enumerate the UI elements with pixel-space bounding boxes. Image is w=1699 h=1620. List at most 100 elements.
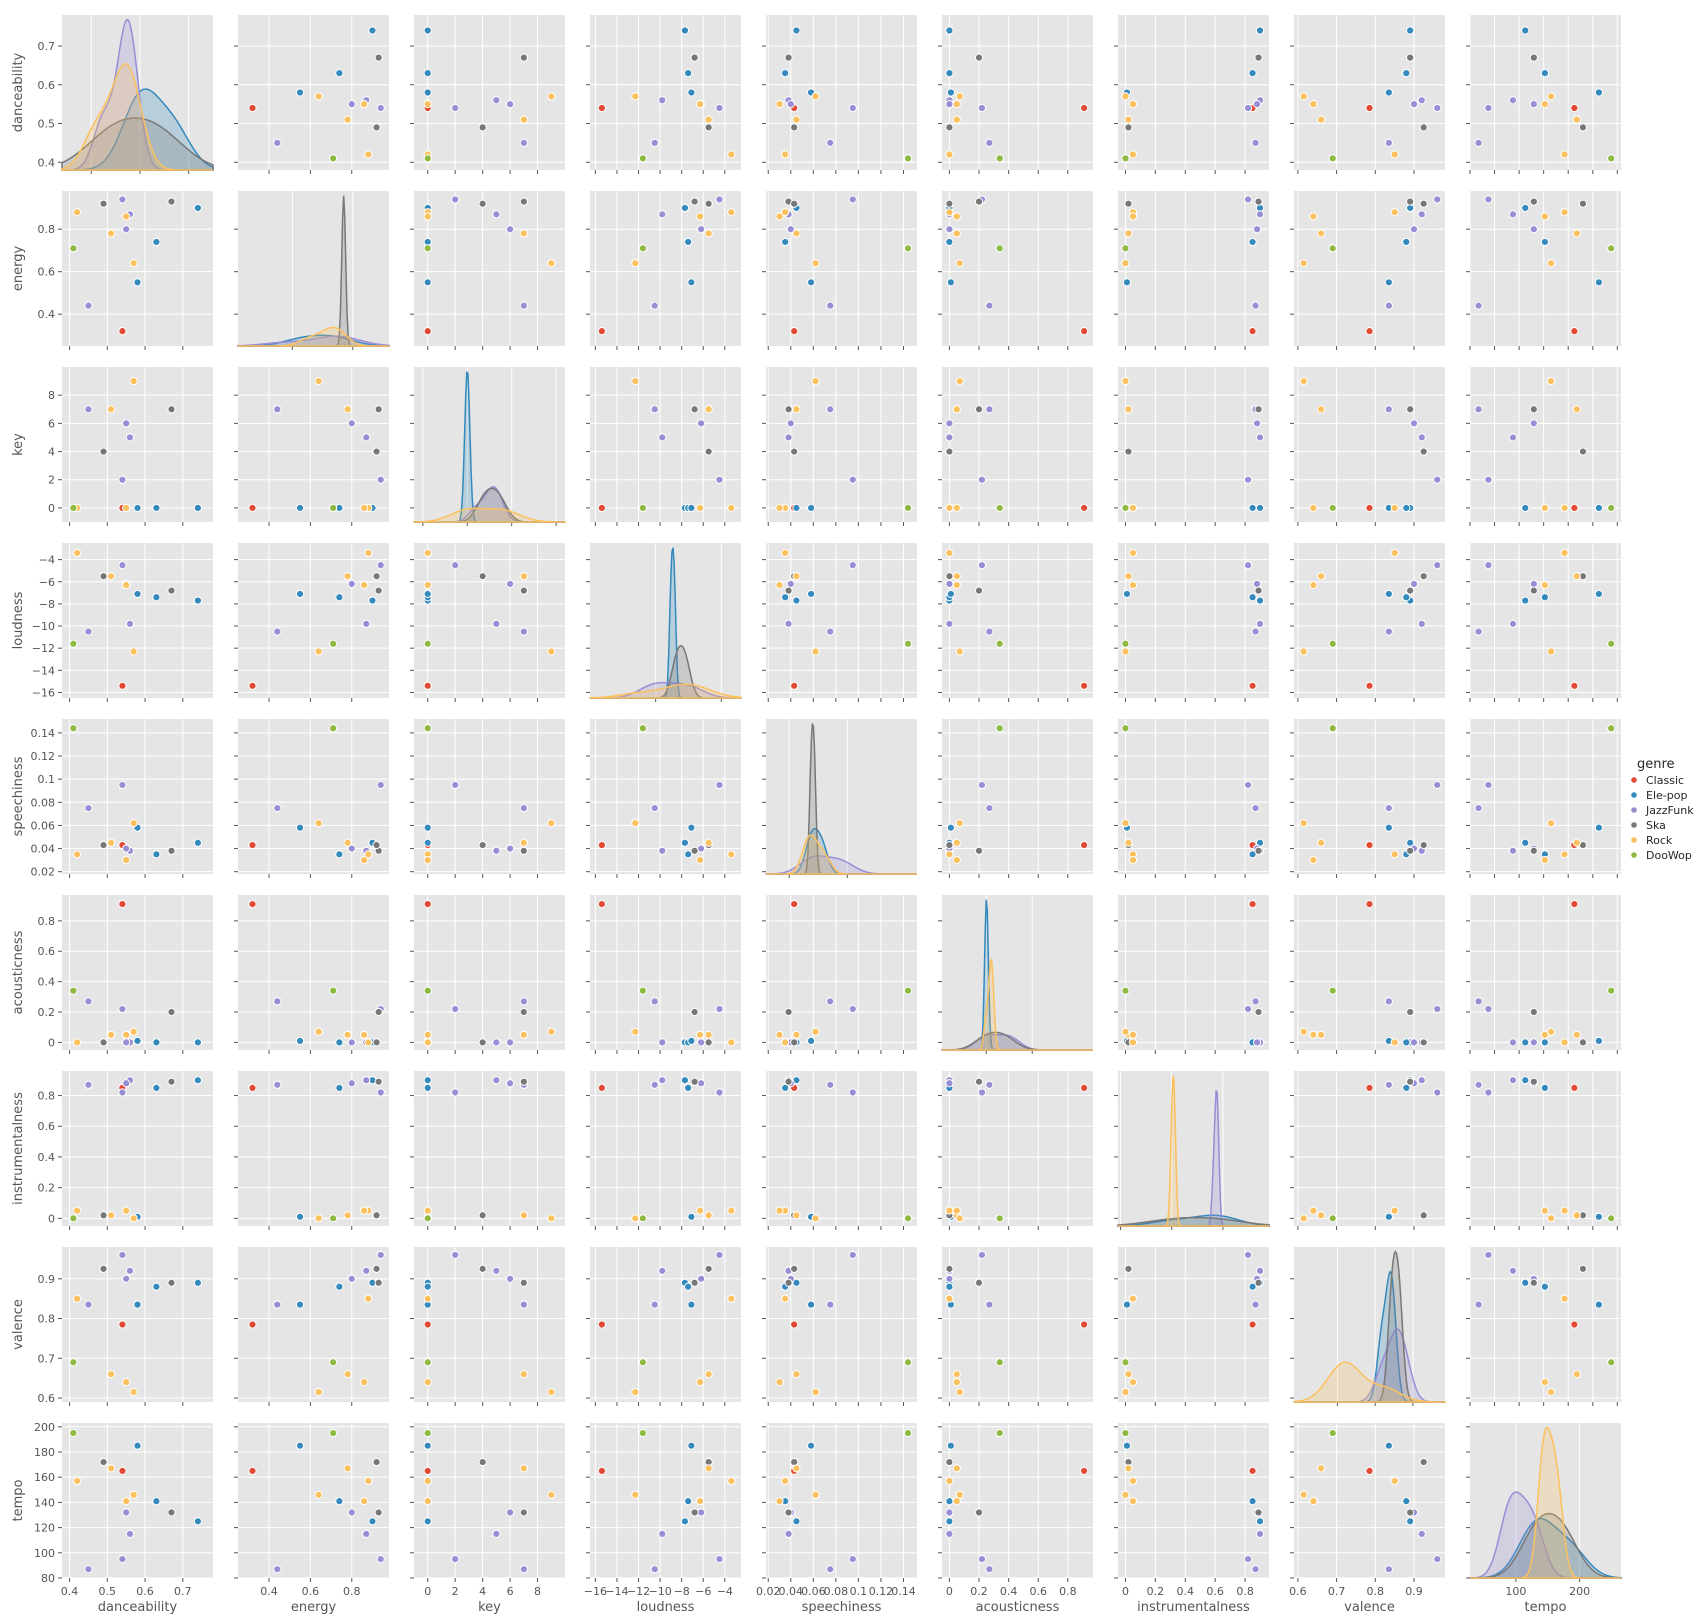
point-rock: [122, 856, 131, 865]
point-rock: [775, 1378, 784, 1387]
point-ele-pop: [1402, 1038, 1411, 1047]
panel-valence-vs-speechiness: [762, 1247, 917, 1406]
point-jazzfunk: [492, 1076, 501, 1085]
point-jazzfunk: [362, 1076, 371, 1085]
point-ska: [519, 53, 528, 62]
point-classic: [1248, 1466, 1257, 1475]
point-ele-pop: [423, 69, 432, 78]
point-jazzfunk: [1251, 301, 1260, 310]
panel-loudness-vs-energy: [234, 543, 389, 702]
point-ska: [974, 586, 984, 595]
point-rock: [792, 1464, 801, 1473]
panel-danceability-vs-tempo: [1466, 15, 1621, 174]
point-jazzfunk: [945, 579, 954, 589]
panel-background: [62, 895, 213, 1050]
y-tick-label: 0.2: [38, 1006, 56, 1019]
point-ska: [1406, 586, 1415, 595]
point-jazzfunk: [505, 1079, 515, 1088]
point-ska: [519, 197, 528, 206]
point-jazzfunk: [273, 997, 282, 1006]
point-rock: [792, 1370, 801, 1379]
point-classic: [1080, 327, 1089, 336]
panel-speechiness-vs-danceability: [58, 719, 213, 878]
panel-background: [238, 1071, 389, 1226]
point-jazzfunk: [273, 138, 282, 147]
point-rock: [695, 856, 705, 865]
point-rock: [1128, 212, 1138, 221]
point-jazzfunk: [985, 405, 994, 414]
y-tick-label: 6: [48, 417, 55, 430]
kde-rock: [1118, 1075, 1269, 1227]
point-ska: [945, 1264, 954, 1273]
point-jazzfunk: [784, 1529, 793, 1538]
point-rock: [547, 1027, 556, 1036]
point-jazzfunk: [347, 1274, 356, 1283]
point-rock: [122, 212, 131, 221]
point-rock: [727, 850, 736, 859]
point-rock: [792, 405, 801, 414]
point-rock: [955, 1387, 964, 1397]
panel-background: [62, 543, 213, 698]
point-classic: [1570, 103, 1579, 113]
point-rock: [1121, 376, 1130, 386]
point-rock: [1128, 150, 1138, 159]
point-doowop: [69, 503, 78, 513]
point-rock: [519, 115, 528, 124]
point-rock: [695, 503, 705, 513]
y-tick-label: 0.08: [31, 796, 56, 809]
point-rock: [423, 1030, 432, 1039]
point-rock: [1299, 1490, 1308, 1499]
panel-acousticness-vs-speechiness: [762, 895, 917, 1054]
point-jazzfunk: [658, 846, 667, 855]
panel-acousticness-vs-energy: [234, 895, 389, 1054]
point-classic: [1365, 1466, 1374, 1475]
point-jazzfunk: [826, 1300, 835, 1309]
point-rock: [1299, 647, 1308, 656]
legend-entry-ele-pop: Ele-pop: [1646, 789, 1687, 802]
panel-instrumentalness-vs-energy: [234, 1071, 389, 1230]
point-rock: [364, 1294, 373, 1303]
point-rock: [952, 229, 961, 238]
point-ska: [99, 1211, 108, 1220]
point-jazzfunk: [945, 419, 954, 428]
point-classic: [1080, 103, 1089, 113]
point-ska: [974, 846, 984, 855]
panel-energy-vs-loudness: [586, 191, 741, 350]
point-jazzfunk: [1484, 780, 1493, 790]
point-rock: [1540, 1378, 1549, 1387]
point-jazzfunk: [1251, 803, 1260, 813]
panel-background: [766, 1071, 917, 1226]
point-rock: [73, 1206, 82, 1215]
point-ele-pop: [423, 823, 432, 832]
kde-rock: [766, 834, 917, 875]
panel-loudness-vs-key: [410, 543, 565, 702]
point-rock: [1128, 503, 1138, 513]
point-jazzfunk: [1474, 627, 1483, 636]
panel-instrumentalness-vs-danceability: [58, 1071, 213, 1230]
point-ele-pop: [1521, 596, 1530, 605]
point-ele-pop: [781, 1083, 790, 1092]
point-ska: [784, 586, 793, 595]
point-jazzfunk: [848, 1088, 857, 1097]
point-doowop: [69, 1214, 78, 1223]
point-ele-pop: [1540, 1083, 1549, 1092]
point-rock: [1540, 503, 1549, 513]
panel-background: [1294, 1423, 1445, 1578]
panel-background: [942, 1071, 1093, 1226]
point-doowop: [995, 724, 1004, 733]
x-tick-label: 0.7: [174, 1585, 192, 1598]
point-rock: [129, 1490, 138, 1499]
point-classic: [597, 900, 606, 909]
legend-marker-jazzfunk: [1630, 806, 1638, 814]
point-rock: [1560, 850, 1569, 859]
point-doowop: [1607, 244, 1616, 253]
point-rock: [631, 92, 640, 101]
point-rock: [73, 548, 82, 558]
point-rock: [360, 856, 369, 865]
point-ele-pop: [684, 69, 693, 78]
panel-background: [1118, 895, 1269, 1050]
point-jazzfunk: [505, 1274, 515, 1283]
point-jazzfunk: [786, 579, 795, 589]
point-jazzfunk: [362, 433, 371, 442]
